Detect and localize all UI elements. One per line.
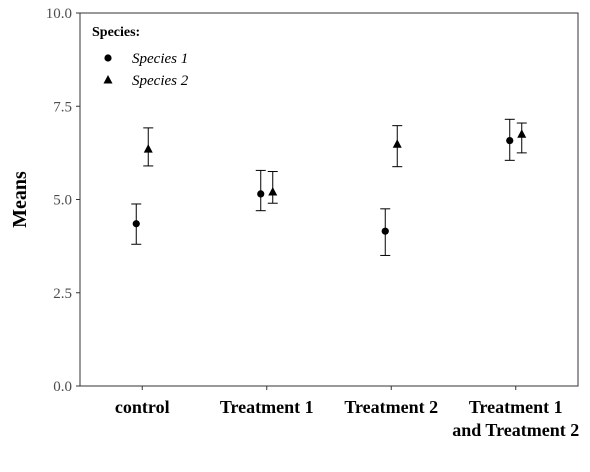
x-tick-label: Treatment 2 [344,397,438,417]
data-point-circle [380,208,391,256]
x-axis: control Treatment 1 Treatment 2 Treatment 1… [115,386,579,440]
x-tick-label: control [115,397,170,417]
legend: Species: Species 1 Species 2 [92,25,189,89]
y-axis-label: Means [9,171,31,228]
legend-triangle-icon [103,75,113,84]
data-point-triangle [143,127,154,167]
data-point-triangle [392,125,403,168]
data-point-triangle [267,171,278,204]
data-marks [131,118,527,256]
legend-item: Species 2 [103,73,189,89]
x-tick-label: and Treatment 2 [452,420,579,440]
triangle-marker [143,144,153,153]
legend-label: Species 2 [132,73,189,89]
data-point-circle [131,203,142,245]
legend-item: Species 1 [104,51,188,67]
x-tick-label: Treatment 1 [220,397,314,417]
circle-marker [381,227,389,235]
y-tick-label: 7.5 [53,99,72,115]
y-tick-label: 2.5 [53,286,72,302]
triangle-marker [392,139,402,148]
circle-marker [506,136,514,145]
data-point-circle [504,118,515,161]
y-tick-label: 5.0 [53,193,72,209]
y-tick-label: 10.0 [46,6,72,22]
y-axis: 0.0 2.5 5.0 7.5 10.0 [46,6,80,395]
triangle-marker [517,129,527,138]
data-point-circle [255,169,266,212]
plot-panel [79,12,579,387]
legend-circle-icon [104,54,112,62]
legend-title: Species: [92,25,140,40]
x-tick-label: Treatment 1 [469,397,563,417]
circle-marker [257,190,265,198]
y-tick-label: 0.0 [53,379,72,395]
circle-marker [132,220,140,228]
triangle-marker [268,187,278,196]
data-point-triangle [516,122,527,154]
legend-label: Species 1 [132,51,188,67]
